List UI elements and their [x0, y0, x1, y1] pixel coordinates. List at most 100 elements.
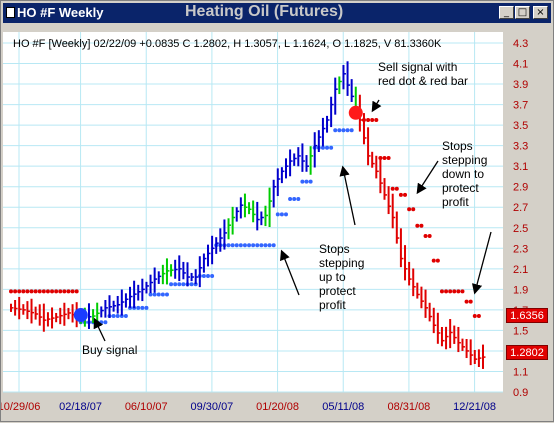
stop-dot: [156, 292, 161, 297]
x-tick-label: 02/18/07: [59, 401, 102, 413]
stop-dot: [99, 320, 104, 325]
stop-dot: [140, 305, 145, 310]
stop-dot: [123, 314, 128, 319]
stops-up-line-1: Stops: [319, 242, 350, 256]
stop-dot: [444, 289, 449, 294]
y-tick-label: 3.3: [513, 141, 528, 153]
stop-dot: [325, 145, 330, 150]
last-price-tag: 1.2802: [506, 344, 548, 360]
stop-dot: [427, 233, 432, 238]
stop-dot: [476, 314, 481, 319]
stop-dot: [349, 128, 354, 133]
stop-dot: [378, 155, 383, 160]
stop-dot: [337, 128, 342, 133]
stop-dot: [62, 289, 67, 294]
y-tick-label: 2.9: [513, 182, 528, 194]
stop-dot: [411, 207, 416, 212]
stop-dot: [41, 289, 46, 294]
stop-dot: [370, 117, 375, 122]
stop-dot: [115, 314, 120, 319]
stop-dot: [152, 292, 157, 297]
stop-dot: [25, 289, 30, 294]
stop-dot: [37, 289, 42, 294]
y-tick-label: 3.5: [513, 120, 528, 132]
buy-signal-dot: [73, 308, 88, 323]
stops-up-line-4: protect: [319, 284, 356, 298]
stop-dot: [345, 128, 350, 133]
stop-dot: [419, 223, 424, 228]
y-tick-label: 2.1: [513, 264, 528, 276]
stop-dot: [17, 289, 22, 294]
stop-dot: [464, 299, 469, 304]
stop-dot: [366, 117, 371, 122]
x-tick-label: 01/20/08: [256, 401, 299, 413]
title-bar[interactable]: HO #F Weekly Heating Oil (Futures) _ □ ×: [3, 3, 551, 23]
document-icon[interactable]: [6, 7, 15, 18]
stop-dot: [164, 292, 169, 297]
stops-down-line-1: Stops: [442, 139, 473, 153]
stop-dot: [456, 289, 461, 294]
stop-dot: [103, 320, 108, 325]
stop-dot: [275, 212, 280, 217]
maximize-button[interactable]: □: [515, 6, 530, 19]
stop-dot: [70, 289, 75, 294]
stop-dot: [255, 243, 260, 248]
stop-dot: [259, 243, 264, 248]
y-tick-label: 2.3: [513, 243, 528, 255]
y-tick-label: 4.3: [513, 38, 528, 50]
stops-down-line-2: stepping: [442, 153, 487, 167]
stop-dot: [460, 289, 465, 294]
stop-dot: [206, 274, 211, 279]
stop-dot: [169, 282, 174, 287]
stop-dot: [304, 179, 309, 184]
stops-up-line-3: up to: [319, 270, 346, 284]
close-button[interactable]: ×: [533, 6, 548, 19]
stop-dot: [177, 282, 182, 287]
stop-dot: [21, 289, 26, 294]
sell-annotation-line-2: red dot & red bar: [378, 74, 468, 88]
stops-down-line-4: protect: [442, 181, 479, 195]
stop-dot: [189, 282, 194, 287]
stop-dot: [144, 305, 149, 310]
y-tick-label: 4.1: [513, 59, 528, 71]
stop-dot: [58, 289, 63, 294]
stop-dot: [267, 243, 272, 248]
stop-dot: [320, 145, 325, 150]
stop-dot: [33, 289, 38, 294]
y-tick-label: 0.9: [513, 387, 528, 399]
stops-down-arrow-2: [471, 231, 492, 295]
sell-arrow: [371, 99, 382, 113]
stop-dot: [9, 289, 13, 294]
stops-down-arrow: [416, 160, 439, 195]
stop-dot: [288, 197, 293, 202]
stop-dot: [382, 155, 387, 160]
stop-dot: [45, 289, 50, 294]
stop-dot: [226, 243, 231, 248]
stop-dot: [201, 274, 206, 279]
price-axis[interactable]: [503, 32, 553, 392]
stop-dot: [308, 179, 313, 184]
stop-dot: [148, 292, 153, 297]
stop-dot: [247, 243, 252, 248]
x-tick-label: 09/30/07: [190, 401, 233, 413]
stop-dot: [296, 197, 301, 202]
stop-dot: [173, 282, 178, 287]
symbol-title: HO #F Weekly: [17, 5, 104, 20]
stop-dot: [238, 243, 243, 248]
chart-title: Heating Oil (Futures): [185, 3, 344, 20]
stop-dot: [407, 207, 412, 212]
stop-dot: [160, 292, 165, 297]
stops-up-line-5: profit: [319, 298, 346, 312]
y-tick-label: 1.1: [513, 366, 528, 378]
y-tick-label: 3.7: [513, 100, 528, 112]
stop-dot: [374, 117, 379, 122]
stop-price-tag: 1.6356: [506, 308, 548, 324]
x-tick-label: 08/31/08: [387, 401, 430, 413]
stops-up-arrow: [339, 165, 356, 226]
stops-up-arrow-2: [280, 249, 300, 296]
stop-dot: [242, 243, 247, 248]
stop-dot: [435, 258, 440, 263]
stop-dot: [29, 289, 34, 294]
minimize-button[interactable]: _: [499, 6, 514, 19]
